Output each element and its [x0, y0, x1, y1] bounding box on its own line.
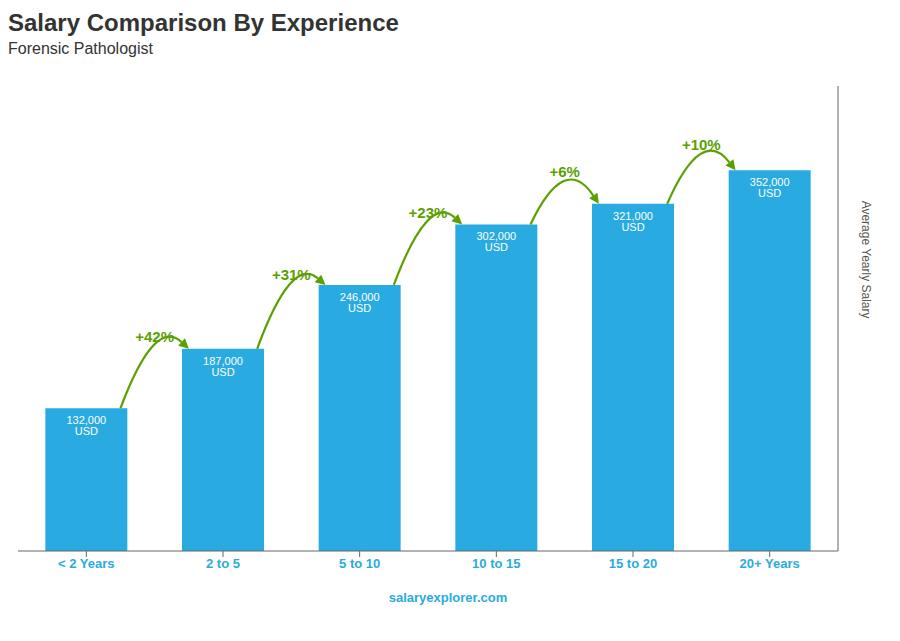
svg-text:+6%: +6% [549, 163, 579, 180]
svg-text:5 to 10: 5 to 10 [339, 556, 380, 571]
svg-text:187,000USD: 187,000USD [203, 355, 243, 378]
svg-text:246,000USD: 246,000USD [340, 291, 380, 314]
html-text:Forensic Pathologist: Forensic Pathologist [8, 40, 153, 57]
svg-text:< 2 Years: < 2 Years [58, 556, 115, 571]
svg-text:15 to 20: 15 to 20 [609, 556, 657, 571]
svg-text:2 to 5: 2 to 5 [206, 556, 240, 571]
svg-text:321,000USD: 321,000USD [613, 210, 653, 233]
svg-text:+10%: +10% [682, 136, 721, 153]
svg-text:132,000USD: 132,000USD [66, 414, 106, 437]
svg-text:+23%: +23% [409, 204, 448, 221]
html-text:Salary Comparison By Experienc: Salary Comparison By Experience [8, 9, 399, 36]
svg-text:302,000USD: 302,000USD [476, 230, 516, 253]
svg-text:20+ Years: 20+ Years [740, 556, 800, 571]
svg-text:+31%: +31% [272, 266, 311, 283]
svg-text:10 to 15: 10 to 15 [472, 556, 520, 571]
html-text:salaryexplorer.com: salaryexplorer.com [388, 590, 508, 605]
svg-text:Average Yearly Salary: Average Yearly Salary [859, 201, 873, 319]
svg-text:+42%: +42% [135, 328, 174, 345]
svg-text:352,000USD: 352,000USD [750, 176, 790, 199]
